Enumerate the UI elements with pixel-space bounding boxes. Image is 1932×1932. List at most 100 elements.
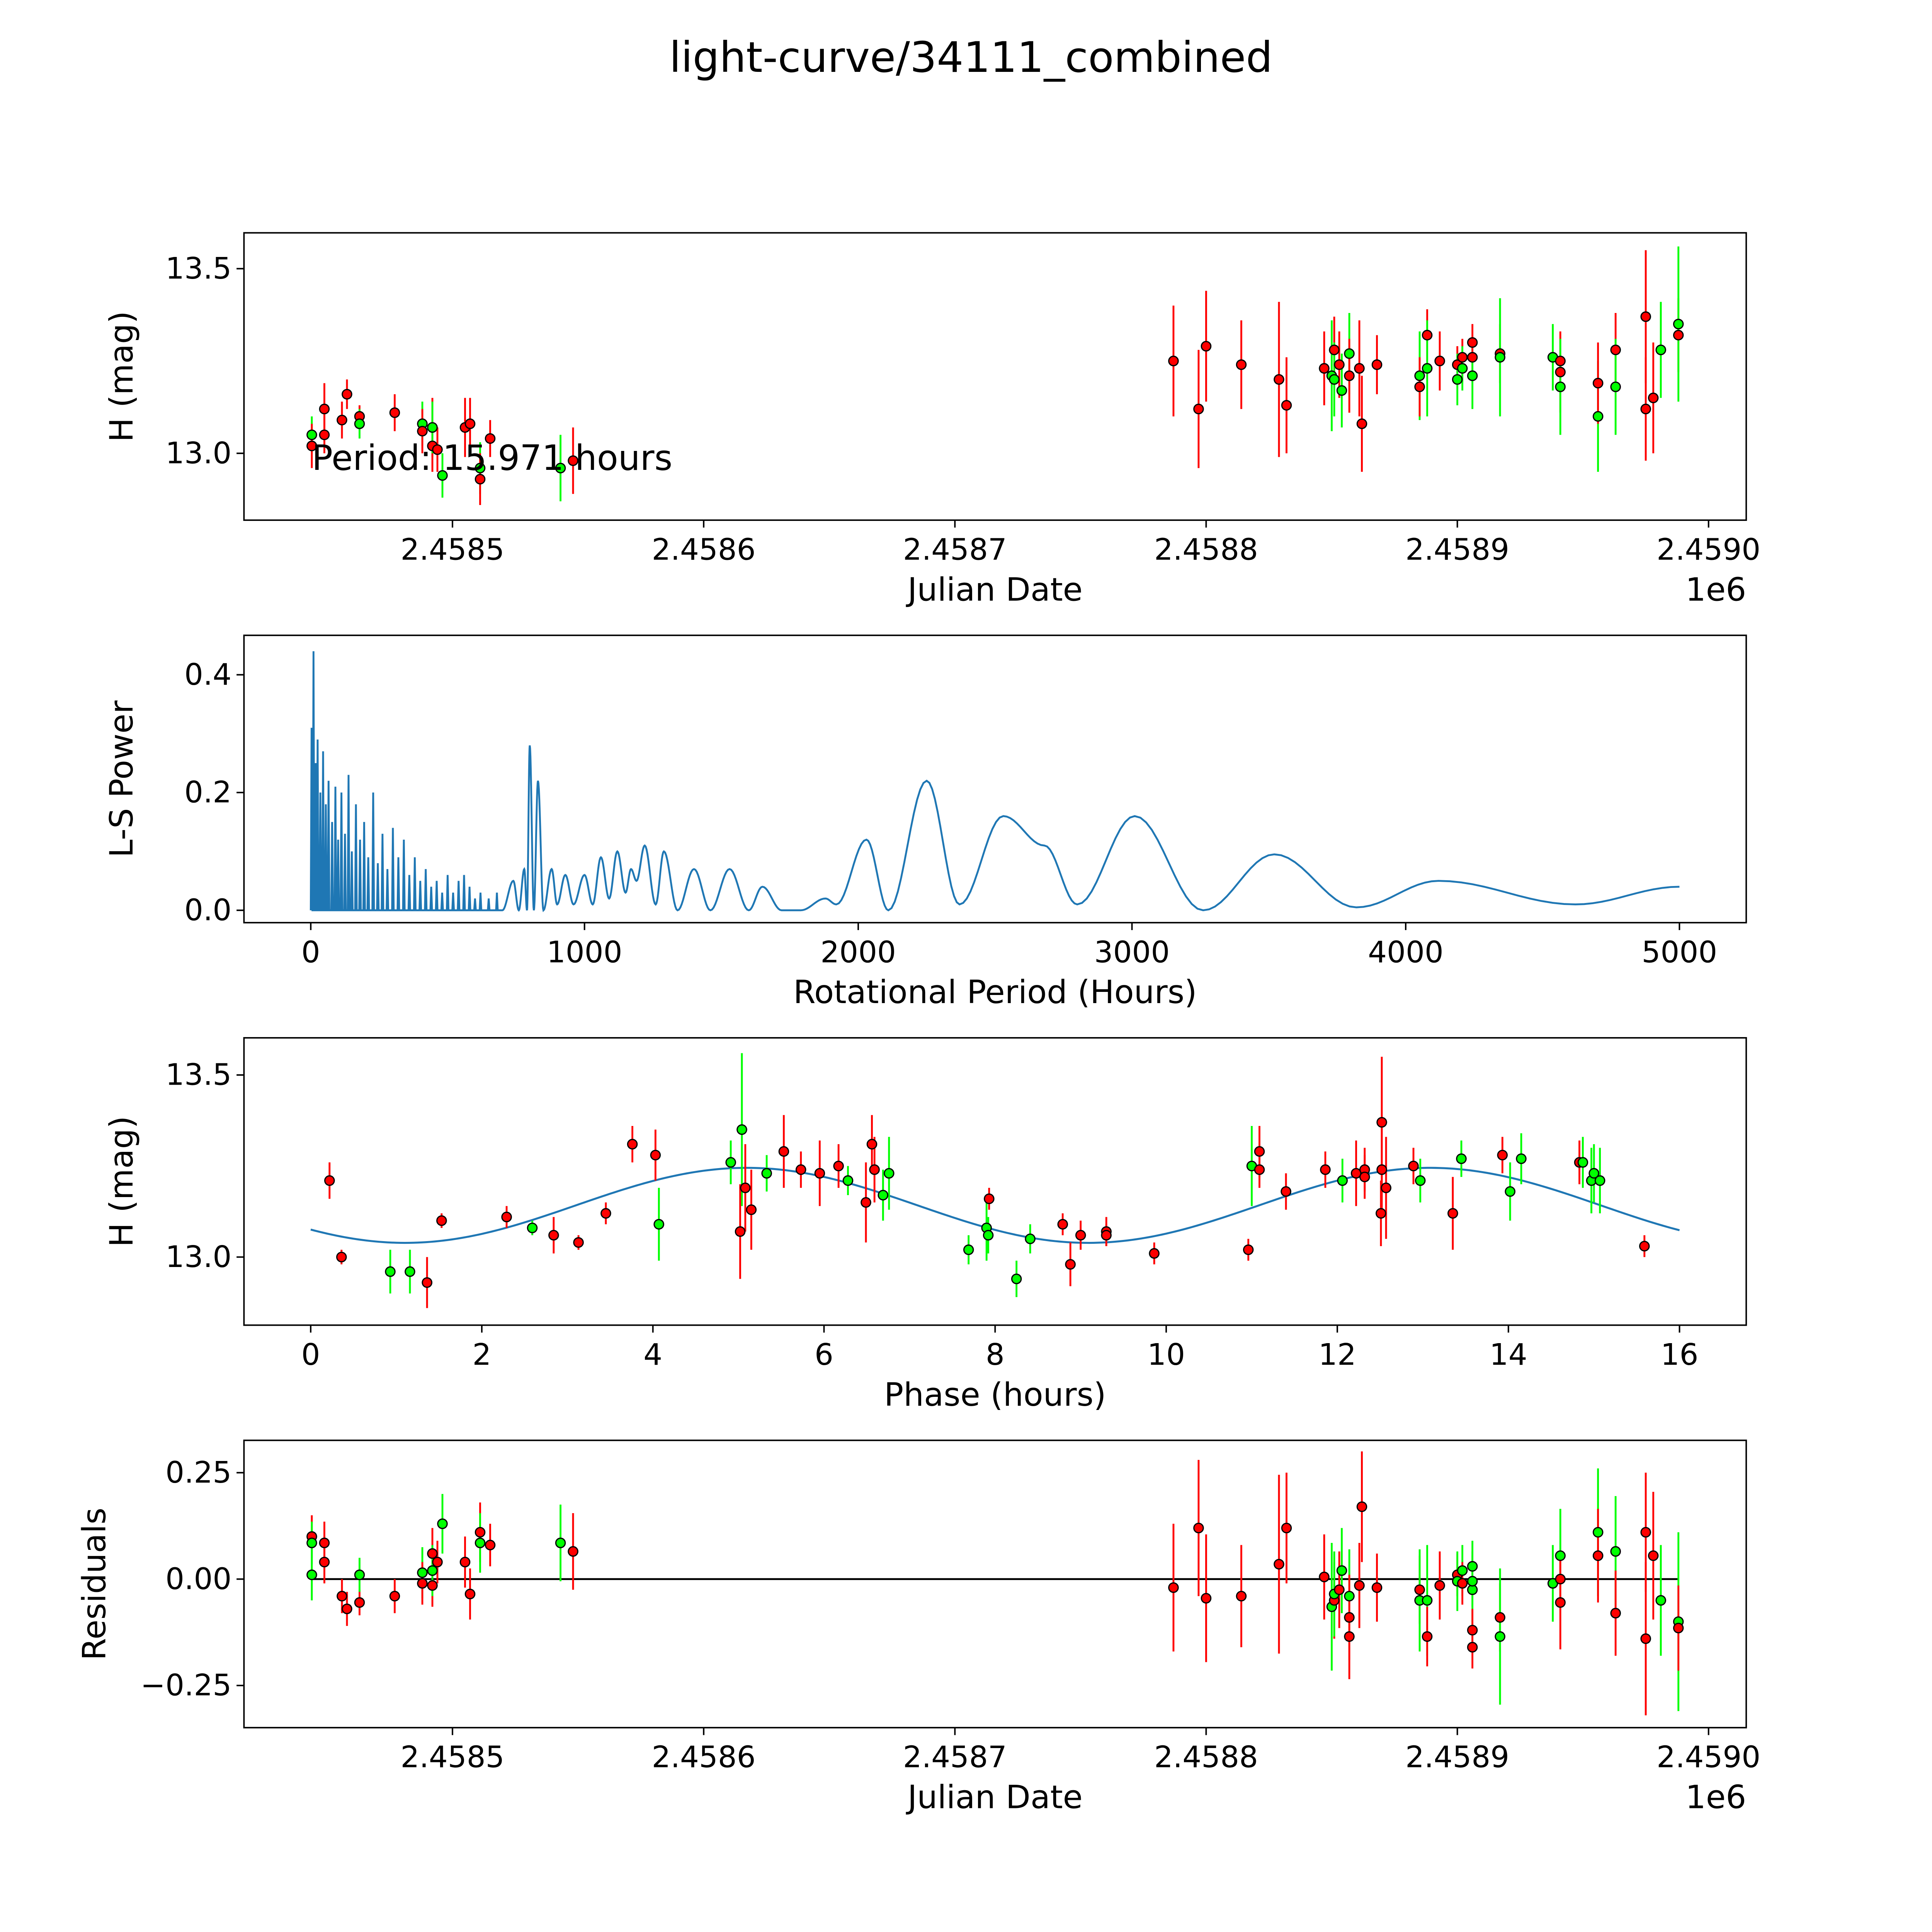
data-point <box>1467 352 1478 363</box>
data-point <box>459 1556 471 1568</box>
y-axis-label: H (mag) <box>103 311 140 442</box>
data-point <box>795 1164 806 1175</box>
data-point <box>653 1219 664 1230</box>
data-point <box>485 1539 496 1551</box>
x-tick-label: 2.4586 <box>652 1740 756 1775</box>
data-point <box>1376 1208 1386 1219</box>
data-point <box>1467 1642 1478 1653</box>
x-tick-label: 1000 <box>547 935 622 969</box>
data-point <box>389 407 400 418</box>
data-point <box>761 1168 772 1179</box>
x-tick-label: 2.4587 <box>903 1740 1007 1775</box>
x-tick-label: 4 <box>643 1338 662 1372</box>
data-point <box>1610 1546 1621 1557</box>
y-tick-label: 13.5 <box>165 1058 231 1092</box>
plot-area <box>306 1451 1684 1716</box>
data-point <box>1065 1259 1076 1270</box>
data-point <box>1336 1565 1347 1576</box>
data-point <box>1673 330 1684 341</box>
data-point <box>1495 1631 1505 1642</box>
data-point <box>1254 1164 1265 1175</box>
data-point <box>1497 1150 1508 1161</box>
data-point <box>324 1175 335 1186</box>
data-point <box>778 1146 789 1157</box>
data-point <box>1422 330 1433 341</box>
x-tick-label: 2.4587 <box>903 533 1007 567</box>
data-point <box>1467 1625 1478 1636</box>
data-point <box>527 1223 538 1233</box>
data-point <box>1467 370 1478 381</box>
data-point <box>1592 1550 1604 1561</box>
data-point <box>1467 1561 1478 1572</box>
data-point <box>1354 363 1365 374</box>
data-point <box>1281 400 1292 411</box>
x-tick-label: 3000 <box>1094 935 1170 969</box>
data-point <box>1344 370 1355 381</box>
panel-lightcurve: 2.4585 2.4586 2.4587 2.4588 2.4589 2.4590 13.0… <box>103 232 1760 608</box>
data-point <box>437 470 448 481</box>
panel-residuals: 2.4585 2.4586 2.4587 2.4588 2.4589 2.4590 −0.2… <box>75 1439 1760 1816</box>
data-point <box>1354 1580 1365 1591</box>
data-point <box>1457 352 1468 363</box>
data-point <box>474 1537 486 1548</box>
data-point <box>1422 363 1433 374</box>
data-point <box>983 1230 994 1241</box>
data-point <box>1655 344 1666 355</box>
data-point <box>984 1193 995 1204</box>
x-tick-label: 2000 <box>820 935 896 969</box>
data-point <box>1640 1527 1651 1538</box>
x-tick-label: 2.4590 <box>1656 1740 1760 1775</box>
x-tick-label: 2 <box>472 1338 491 1372</box>
data-point <box>319 1537 330 1548</box>
model-curve <box>310 1167 1680 1244</box>
x-tick-label: 2.4590 <box>1656 533 1760 567</box>
data-point <box>427 422 438 433</box>
data-point <box>417 1578 428 1589</box>
x-tick-label: 5000 <box>1642 935 1718 969</box>
data-point <box>1555 1573 1566 1585</box>
data-point <box>389 1590 400 1602</box>
y-tick-label: 0.0 <box>184 893 231 927</box>
y-tick-label: 13.0 <box>165 1240 231 1274</box>
x-tick-label: 4000 <box>1368 935 1444 969</box>
x-tick-label: 8 <box>986 1338 1005 1372</box>
data-point <box>474 463 486 474</box>
y-tick-label: 0.2 <box>184 776 231 810</box>
data-point <box>1334 359 1345 370</box>
data-point <box>1376 1117 1387 1128</box>
data-point <box>1193 1522 1204 1534</box>
data-point <box>1408 1160 1419 1172</box>
data-point <box>1336 385 1347 396</box>
power-line <box>310 651 1680 912</box>
x-offset-label: 1e6 <box>1685 571 1746 608</box>
data-point <box>464 418 476 429</box>
data-point <box>1457 363 1468 374</box>
data-point <box>464 1588 476 1600</box>
y-axis-label: H (mag) <box>103 1116 140 1247</box>
data-point <box>1640 1633 1651 1644</box>
data-point <box>568 455 578 466</box>
data-point <box>555 463 566 474</box>
x-offset-label: 1e6 <box>1685 1778 1746 1816</box>
x-tick-label: 2.4588 <box>1154 1740 1258 1775</box>
data-point <box>1414 381 1425 392</box>
data-point <box>1610 1608 1621 1619</box>
data-point <box>1193 403 1204 415</box>
x-tick-label: 6 <box>815 1338 833 1372</box>
y-tick-label: 13.5 <box>165 252 231 286</box>
data-point <box>1422 1631 1433 1642</box>
data-point <box>573 1237 584 1248</box>
data-point <box>1254 1146 1265 1157</box>
data-point <box>1673 1622 1684 1634</box>
data-point <box>1640 403 1651 415</box>
x-tick-label: 16 <box>1661 1338 1699 1372</box>
data-point <box>474 1527 486 1538</box>
data-point <box>417 1567 428 1578</box>
data-point <box>1456 1153 1467 1164</box>
data-point <box>427 1548 438 1559</box>
data-point <box>306 1569 317 1580</box>
data-point <box>1648 393 1659 403</box>
data-point <box>1467 337 1478 348</box>
data-point <box>306 429 317 440</box>
